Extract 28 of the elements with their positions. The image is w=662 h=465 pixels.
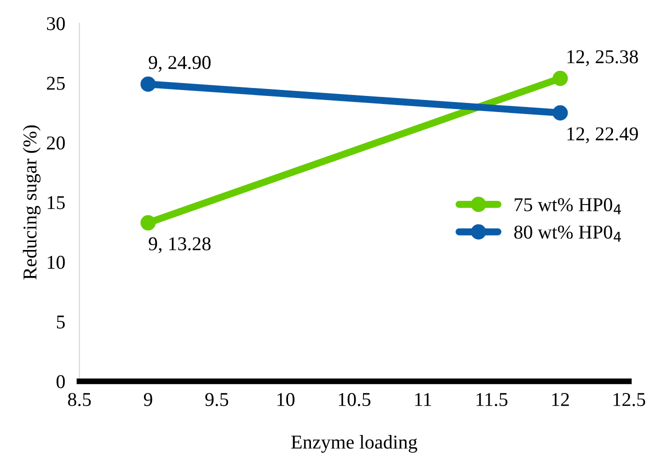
data-label: 9, 13.28 [148, 237, 211, 254]
x-tick-label: 9.5 [205, 393, 228, 406]
legend-label: 75 wt% HP0$_{4}$ [514, 198, 621, 214]
y-tick-label: 10 [48, 256, 65, 269]
data-label: 12, 22.49 [567, 127, 638, 144]
x-tick-label: 12.5 [614, 393, 646, 406]
y-tick-label: 5 [56, 316, 65, 329]
point [140, 76, 156, 92]
y-tick-label: 20 [46, 136, 65, 150]
data-label: 12, 25.38 [567, 50, 638, 66]
x-axis-title: Enzyme loading [291, 435, 418, 453]
point [552, 70, 568, 86]
point [552, 105, 568, 121]
point [140, 215, 156, 230]
x-tick-label: 10.5 [338, 392, 370, 406]
x-tick-label: 11.5 [476, 393, 508, 406]
x-tick-label: 11 [415, 393, 432, 406]
y-tick-label: 15 [48, 196, 65, 210]
x-tick-label: 9 [144, 393, 152, 406]
x-tick-label: 8.5 [68, 392, 91, 406]
y-axis-title: Reducing sugar (%) [22, 125, 41, 280]
x-tick-label: 12 [552, 393, 569, 406]
y-tick-label: 30 [47, 17, 65, 30]
x-tick-label: 10 [277, 392, 294, 406]
y-tick-label: 0 [56, 375, 65, 388]
y-tick-label: 25 [46, 76, 65, 90]
legend-label: 80 wt% HP0$_{4}$ [514, 226, 621, 242]
data-label: 9, 24.90 [148, 56, 211, 72]
